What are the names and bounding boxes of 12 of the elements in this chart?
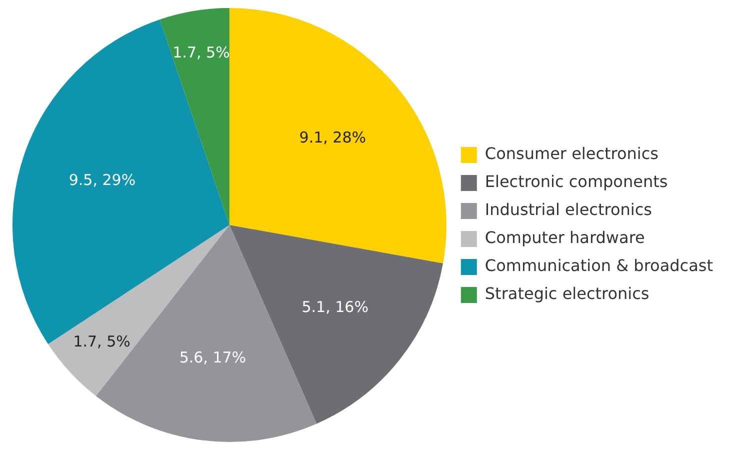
data-label: 5.1, 16% bbox=[302, 298, 368, 316]
data-label: 9.5, 29% bbox=[68, 171, 136, 190]
legend-label: Electronic components bbox=[484, 172, 668, 192]
legend-label: Consumer electronics bbox=[484, 144, 659, 164]
legend-label: Communication & broadcast bbox=[484, 256, 714, 276]
data-label: 1.7, 5% bbox=[73, 332, 130, 351]
data-label: 9.1, 28% bbox=[299, 128, 366, 147]
legend-label: Computer hardware bbox=[484, 228, 645, 248]
data-label: 5.6, 17% bbox=[179, 348, 246, 366]
data-label: 1.7, 5% bbox=[172, 44, 230, 62]
legend-label: Industrial electronics bbox=[484, 200, 652, 220]
legend-label: Strategic electronics bbox=[484, 284, 650, 304]
